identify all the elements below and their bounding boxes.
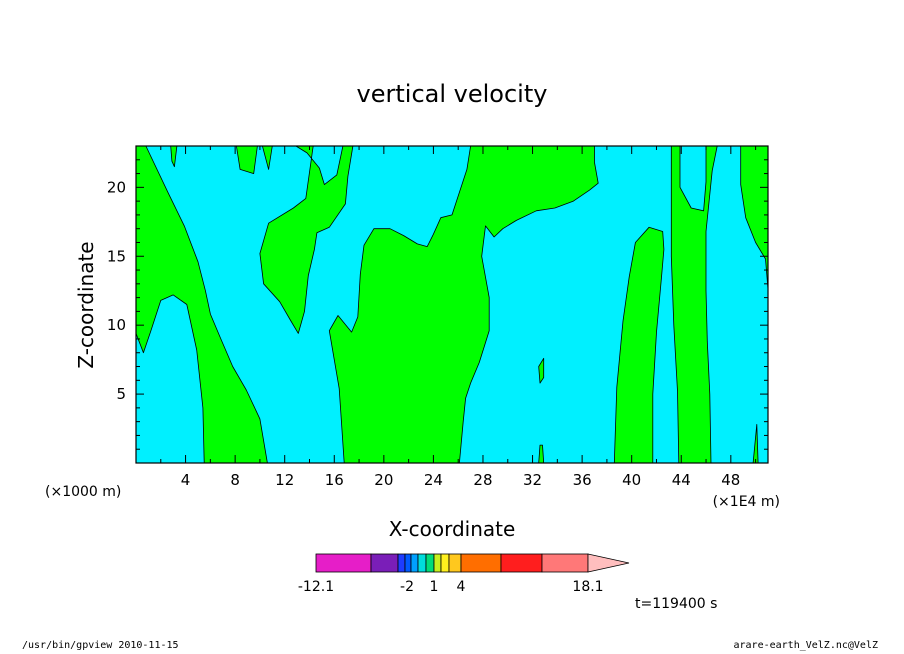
y-tick-label-15: 15 [107, 247, 126, 265]
colorbar-label-max: 18.1 [572, 579, 603, 595]
colorbar-segment-1 [370, 553, 399, 573]
x-unit-right: (×1E4 m) [713, 494, 780, 510]
plot-frame [135, 145, 769, 464]
colorbar-segment-3 [404, 553, 412, 573]
colorbar-segment-6 [425, 553, 435, 573]
y-tick-label-5: 5 [116, 385, 126, 403]
x-tick-label-32: 32 [523, 471, 542, 489]
positive-region-5 [328, 145, 599, 464]
x-tick-label-44: 44 [672, 471, 691, 489]
y-axis-label: Z-coordinate [74, 241, 98, 368]
colorbar-label-min: -12.1 [298, 579, 334, 595]
x-unit-left: (×1000 m) [45, 484, 121, 500]
x-tick-label-20: 20 [374, 471, 393, 489]
colorbar-segment-12 [541, 553, 589, 573]
x-tick-label-48: 48 [721, 471, 740, 489]
colorbar-label-minus2: -2 [400, 579, 414, 595]
colorbar-segment-4 [410, 553, 419, 573]
colorbar-label-1: 1 [430, 579, 439, 595]
colorbar-segment-9 [448, 553, 462, 573]
positive-region-9 [670, 145, 718, 464]
colorbar-segment-8 [440, 553, 450, 573]
colorbar-segment-5 [417, 553, 427, 573]
colorbar-arrow [587, 553, 630, 573]
x-tick-label-12: 12 [275, 471, 294, 489]
colorbar-segment-7 [433, 553, 442, 573]
positive-region-8 [613, 226, 665, 464]
footer-left: /usr/bin/gpview 2010-11-15 [22, 640, 179, 651]
colorbar-label-4: 4 [457, 579, 466, 595]
positive-region-6 [538, 357, 545, 384]
chart-title: vertical velocity [357, 80, 548, 108]
x-tick-label-8: 8 [230, 471, 240, 489]
colorbar-segment-0 [315, 553, 372, 573]
colorbar-labels: -12.1 -2 1 4 18.1 [298, 579, 604, 595]
colorbar-segment-11 [500, 553, 543, 573]
x-tick-label-28: 28 [473, 471, 492, 489]
x-tick-label-16: 16 [325, 471, 344, 489]
colorbar-segment-2 [397, 553, 406, 573]
x-tick-label-4: 4 [181, 471, 191, 489]
positive-region-7 [538, 444, 545, 464]
time-label: t=119400 s [635, 596, 717, 612]
colorbar [315, 553, 630, 573]
colorbar-segment-10 [460, 553, 502, 573]
x-axis-label: X-coordinate [389, 517, 516, 541]
x-tick-label-36: 36 [573, 471, 592, 489]
positive-regions [135, 145, 769, 464]
positive-region-4 [259, 145, 354, 334]
y-tick-label-10: 10 [107, 316, 126, 334]
footer-right: arare-earth_VelZ.nc@VelZ [733, 640, 879, 651]
x-tick-label-40: 40 [622, 471, 641, 489]
positive-region-0 [135, 145, 268, 464]
y-tick-label-20: 20 [107, 178, 126, 196]
x-tick-label-24: 24 [424, 471, 443, 489]
